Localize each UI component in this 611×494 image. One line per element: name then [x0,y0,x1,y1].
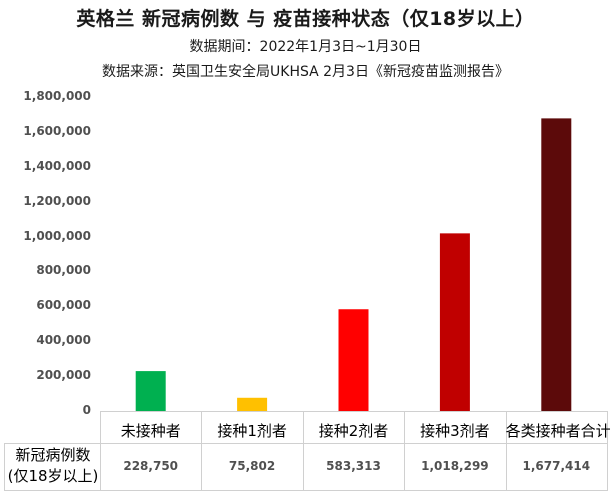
y-tick-label: 1,200,000 [23,193,91,208]
chart-title: 英格兰 新冠病例数 与 疫苗接种状态（仅18岁以上） [76,8,535,30]
y-tick-label: 800,000 [36,263,91,278]
chart-subtitle-source: 数据来源：英国卫生安全局UKHSA 2月3日《新冠疫苗监测报告》 [102,64,509,80]
y-tick-label: 600,000 [36,298,91,313]
y-tick-label: 1,000,000 [23,228,91,243]
x-tick-label: 各类接种者合计 [505,422,611,440]
y-tick-label: 1,600,000 [23,123,91,138]
y-tick-label: 1,800,000 [23,89,91,103]
y-tick-label: 200,000 [36,368,91,383]
table-cell: 1,677,414 [522,459,591,473]
bar [338,309,369,411]
chart-subtitle-period: 数据期间：2022年1月3日~1月30日 [189,39,422,55]
table-cell: 1,018,299 [421,459,489,473]
bar [135,371,166,411]
x-tick-label: 接种3剂者 [420,422,490,440]
x-tick-label: 接种1剂者 [217,422,287,440]
table-row-label-line2: (仅18岁以上) [7,467,99,485]
bar [541,118,572,411]
x-tick-label: 未接种者 [120,422,181,440]
table-cell: 583,313 [326,459,381,473]
table-cell: 75,802 [228,459,276,473]
y-tick-label: 0 [82,403,91,417]
y-tick-label: 400,000 [36,333,91,348]
bar [237,397,268,411]
x-tick-label: 接种2剂者 [318,422,389,440]
table-row-label-line1: 新冠病例数 [15,446,91,464]
table-row-label: 新冠病例数 (仅18岁以上) [0,445,106,487]
bar [439,233,470,411]
table-cell: 228,750 [123,459,179,473]
y-tick-label: 1,400,000 [23,158,91,173]
